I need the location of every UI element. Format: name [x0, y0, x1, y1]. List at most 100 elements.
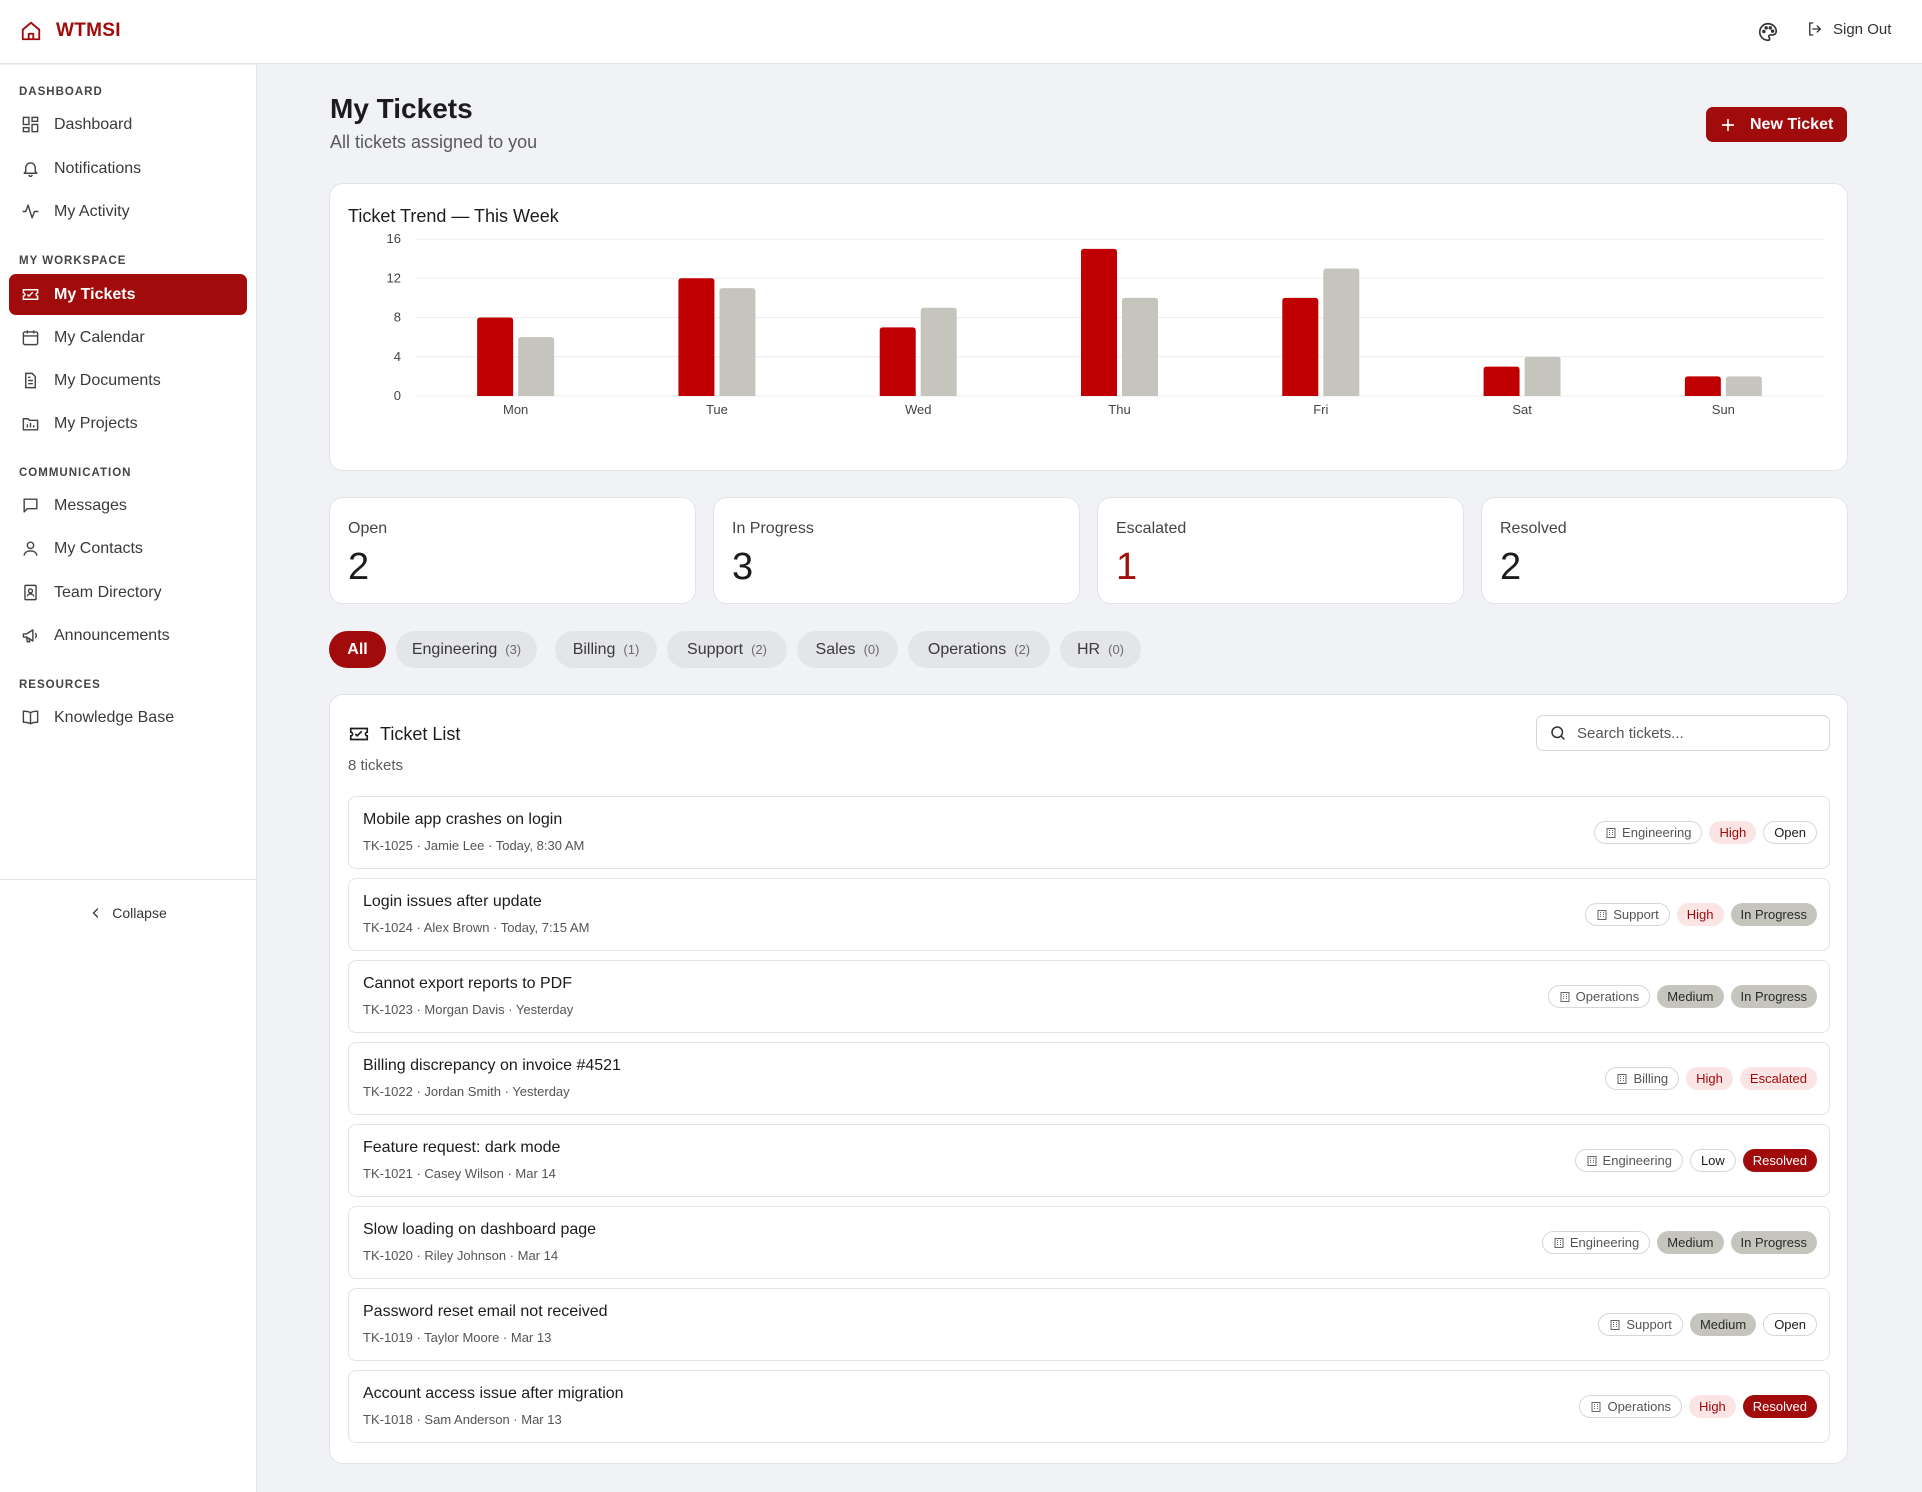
ticket-list-header: Ticket List — [348, 723, 460, 745]
filter-support[interactable]: Support (2) — [667, 631, 787, 668]
filter-label: Billing — [572, 640, 616, 658]
sidebar-item-dashboard[interactable]: Dashboard — [9, 104, 247, 145]
sidebar-item-my-activity[interactable]: My Activity — [9, 191, 247, 232]
ticket-meta: TK-1018 · Sam Anderson · Mar 13 — [363, 1412, 562, 1427]
brand[interactable]: WTMSI — [20, 20, 121, 42]
dashboard-icon — [22, 116, 39, 133]
ticket-badges: Operations Medium In Progress — [1547, 985, 1817, 1008]
y-tick-label: 4 — [394, 349, 401, 364]
y-tick-label: 12 — [387, 270, 401, 285]
ticket-row[interactable]: Login issues after update TK-1024 · Alex… — [348, 878, 1830, 951]
department-badge: Billing — [1605, 1067, 1680, 1090]
chart-title: Ticket Trend — This Week — [348, 206, 559, 226]
sidebar-item-team-directory[interactable]: Team Directory — [9, 572, 247, 613]
department-label: Support — [1613, 907, 1659, 922]
search-icon — [1551, 726, 1565, 740]
sidebar-item-knowledge-base[interactable]: Knowledge Base — [9, 697, 247, 738]
status-badge: Open — [1763, 821, 1817, 844]
sidebar-item-my-contacts[interactable]: My Contacts — [9, 528, 247, 569]
section-title-resources: RESOURCES — [19, 679, 101, 691]
department-badge: Support — [1585, 903, 1670, 926]
bar — [920, 307, 957, 396]
sidebar-item-my-documents[interactable]: My Documents — [9, 360, 247, 401]
filter-operations[interactable]: Operations (2) — [908, 631, 1050, 668]
search-input[interactable] — [1577, 724, 1817, 742]
sidebar-item-my-tickets[interactable]: My Tickets — [9, 274, 247, 315]
bar — [1282, 297, 1319, 396]
ticket-row[interactable]: Password reset email not received TK-101… — [348, 1288, 1830, 1361]
sidebar-item-notifications[interactable]: Notifications — [9, 148, 247, 189]
ticket-row[interactable]: Feature request: dark mode TK-1021 · Cas… — [348, 1124, 1830, 1197]
ticket-badges: Support High In Progress — [1585, 903, 1817, 926]
ticket-row[interactable]: Mobile app crashes on login TK-1025 · Ja… — [348, 796, 1830, 869]
status-badge: Escalated — [1739, 1067, 1817, 1090]
sidebar-item-messages[interactable]: Messages — [9, 485, 247, 526]
building-icon — [1587, 1155, 1597, 1166]
department-label: Engineering — [1569, 1235, 1640, 1250]
stat-value: 2 — [1500, 546, 1522, 588]
new-ticket-button[interactable]: New Ticket — [1706, 107, 1847, 142]
stat-card-resolved: Resolved 2 — [1481, 497, 1848, 604]
x-tick-label: Fri — [1313, 402, 1328, 417]
filter-label: HR — [1077, 640, 1101, 658]
filter-label: Operations — [927, 640, 1007, 658]
bar — [678, 278, 715, 396]
bar — [719, 288, 756, 396]
sign-out-button[interactable]: Sign Out — [1806, 20, 1891, 38]
ticket-row[interactable]: Billing discrepancy on invoice #4521 TK-… — [348, 1042, 1830, 1115]
contact-book-icon — [24, 584, 37, 601]
filter-sales[interactable]: Sales (0) — [797, 631, 898, 668]
sign-out-label: Sign Out — [1833, 20, 1892, 38]
status-badge: In Progress — [1730, 985, 1817, 1008]
department-badge: Engineering — [1574, 1149, 1683, 1172]
filter-count: (0) — [1108, 642, 1124, 657]
filter-hr[interactable]: HR (0) — [1060, 631, 1141, 668]
priority-badge: Medium — [1657, 985, 1724, 1008]
bar — [1684, 376, 1721, 396]
ticket-row[interactable]: Account access issue after migration TK-… — [348, 1370, 1830, 1443]
department-badge: Engineering — [1594, 821, 1703, 844]
stat-value: 1 — [1116, 546, 1138, 588]
chevron-left-icon — [92, 908, 99, 918]
palette-icon[interactable] — [1757, 21, 1779, 43]
bar — [879, 327, 916, 396]
department-label: Operations — [1607, 1399, 1672, 1414]
status-badge: In Progress — [1730, 1231, 1817, 1254]
ticket-meta: TK-1019 · Taylor Moore · Mar 13 — [363, 1330, 552, 1345]
ticket-badges: Support Medium Open — [1598, 1313, 1817, 1336]
filter-all[interactable]: All — [329, 631, 386, 668]
status-badge: In Progress — [1730, 903, 1817, 926]
new-ticket-label: New Ticket — [1750, 115, 1834, 133]
ticket-meta: TK-1023 · Morgan Davis · Yesterday — [363, 1002, 574, 1017]
x-tick-label: Thu — [1108, 402, 1130, 417]
sidebar-item-my-calendar[interactable]: My Calendar — [9, 317, 247, 358]
priority-badge: High — [1689, 1395, 1736, 1418]
sidebar-item-my-projects[interactable]: My Projects — [9, 403, 247, 444]
ticket-row[interactable]: Slow loading on dashboard page TK-1020 ·… — [348, 1206, 1830, 1279]
ticket-badges: Billing High Escalated — [1605, 1067, 1817, 1090]
ticket-trend-chart: 0 4 8 12 16 Mon Tue Wed Thu Fri Sat Sun — [387, 231, 1824, 417]
filter-billing[interactable]: Billing (1) — [555, 631, 657, 668]
sidebar-item-label: My Projects — [54, 414, 138, 432]
ticket-row[interactable]: Cannot export reports to PDF TK-1023 · M… — [348, 960, 1830, 1033]
sidebar-item-label: Dashboard — [54, 115, 133, 133]
ticket-badges: Engineering Medium In Progress — [1541, 1231, 1817, 1254]
filter-engineering[interactable]: Engineering (3) — [396, 631, 537, 668]
sidebar-item-announcements[interactable]: Announcements — [9, 615, 247, 656]
collapse-button[interactable]: Collapse — [0, 893, 257, 933]
department-label: Operations — [1575, 989, 1640, 1004]
ticket-badges: Operations High Resolved — [1579, 1395, 1817, 1418]
stat-label: In Progress — [732, 520, 814, 537]
section-title-dashboard: DASHBOARD — [19, 86, 103, 98]
stat-card-in-progress: In Progress 3 — [713, 497, 1080, 604]
bar — [1725, 376, 1762, 396]
search-box[interactable] — [1536, 715, 1830, 751]
sidebar-item-label: Team Directory — [54, 583, 162, 601]
ticket-trend-card: Ticket Trend — This Week 0 4 8 12 16 Mon Tue We… — [329, 183, 1848, 471]
megaphone-icon — [22, 629, 38, 643]
bar — [477, 317, 514, 396]
brand-name: WTMSI — [56, 20, 121, 41]
y-tick-label: 16 — [387, 231, 401, 246]
status-badge: Resolved — [1742, 1149, 1817, 1172]
sidebar-item-label: My Calendar — [54, 328, 145, 346]
